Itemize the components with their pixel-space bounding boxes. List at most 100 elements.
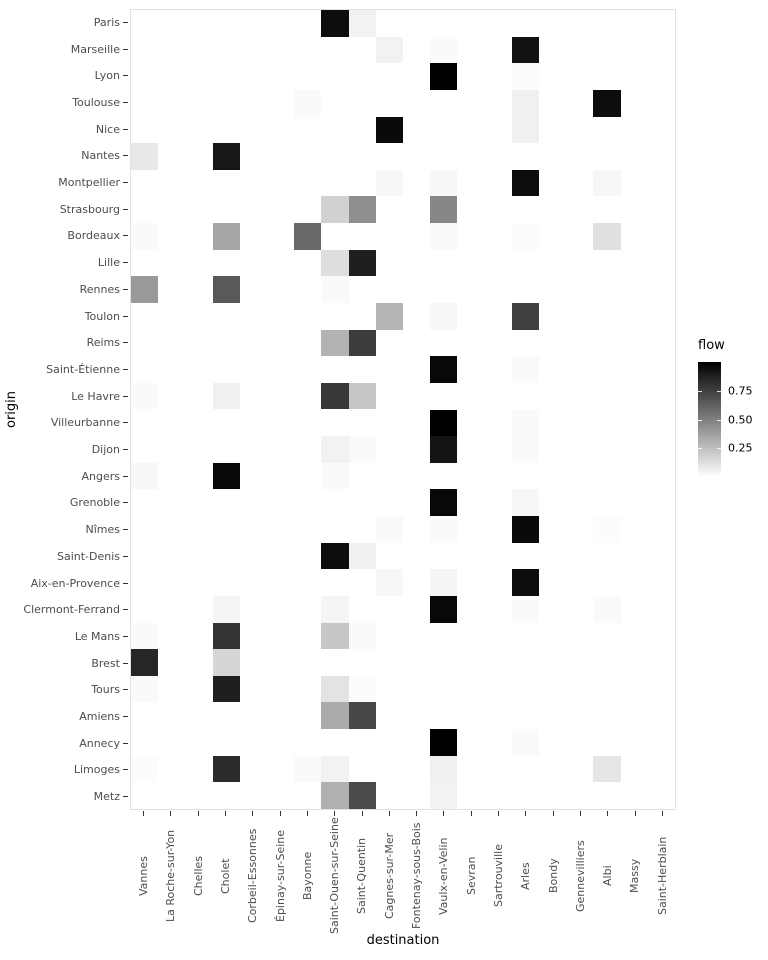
y-axis-tick xyxy=(123,609,128,611)
y-axis-tick xyxy=(123,262,128,264)
heatmap-cell xyxy=(212,595,240,623)
heatmap-cell xyxy=(321,276,349,303)
x-axis-tick xyxy=(498,811,500,816)
heatmap-cell xyxy=(321,249,349,277)
heatmap-cell xyxy=(212,382,240,410)
y-axis-tick xyxy=(123,475,128,477)
y-axis-tick xyxy=(123,422,128,424)
heatmap-cell xyxy=(511,436,539,463)
x-axis-label: Sartrouville xyxy=(491,844,505,908)
y-axis-label: Montpellier xyxy=(58,176,120,190)
heatmap-cell xyxy=(348,436,376,463)
x-axis-tick xyxy=(361,811,363,816)
heatmap-cell xyxy=(348,249,376,277)
x-axis-ticks xyxy=(130,811,676,817)
y-axis-label: Lyon xyxy=(94,69,120,83)
heatmap-cell xyxy=(430,436,458,463)
y-axis-label: Brest xyxy=(91,656,120,670)
heatmap-cell xyxy=(294,755,322,783)
legend-tick-mark xyxy=(717,448,721,450)
y-axis-tick xyxy=(123,555,128,557)
y-axis-labels: Paris Marseille Lyon Toulouse Nice Nantes Mont… xyxy=(0,9,120,810)
y-axis-label: Villeurbanne xyxy=(50,416,120,430)
y-axis-label: Limoges xyxy=(73,763,120,777)
x-axis-tick xyxy=(279,811,281,816)
heatmap-cell xyxy=(294,223,322,250)
x-axis-label: Massy xyxy=(628,858,642,894)
x-axis-tick xyxy=(661,811,663,816)
heatmap-cell xyxy=(593,755,621,783)
heatmap-cell xyxy=(294,89,322,117)
y-axis-tick xyxy=(123,182,128,184)
x-axis-tick xyxy=(197,811,199,816)
heatmap-cell xyxy=(348,675,376,703)
heatmap-cell xyxy=(375,169,403,197)
heatmap-cell xyxy=(131,649,159,676)
heatmap-cell xyxy=(430,569,458,596)
y-axis-label: Le Havre xyxy=(71,389,120,403)
heatmap-cell xyxy=(131,223,159,250)
heatmap-cell xyxy=(321,675,349,703)
heatmap-cell xyxy=(430,36,458,64)
y-axis-tick xyxy=(123,101,128,103)
heatmap-cell xyxy=(321,595,349,623)
heatmap-cell xyxy=(321,329,349,357)
y-axis-label: Le Mans xyxy=(74,629,120,643)
legend-tick-label: 0.75 xyxy=(728,384,753,398)
x-axis-label: Bondy xyxy=(546,858,560,894)
y-axis-tick xyxy=(123,315,128,317)
y-axis-label: Tours xyxy=(91,683,120,697)
legend-tick-mark xyxy=(717,390,721,392)
y-axis-label: Rennes xyxy=(79,282,120,296)
x-axis-label: Bayonne xyxy=(300,851,314,901)
heatmap-cell xyxy=(593,223,621,250)
heatmap-cell xyxy=(348,782,376,809)
x-axis-tick xyxy=(334,811,336,816)
heatmap-cell xyxy=(212,675,240,703)
x-axis-tick xyxy=(416,811,418,816)
heatmap-cell xyxy=(321,10,349,37)
x-axis-tick xyxy=(388,811,390,816)
heatmap-cell xyxy=(375,116,403,144)
heatmap-cell xyxy=(511,223,539,250)
legend-tick-mark xyxy=(698,390,702,392)
x-axis-tick xyxy=(470,811,472,816)
heatmap-cell xyxy=(430,755,458,783)
y-axis-label: Paris xyxy=(93,15,120,29)
heatmap-cell xyxy=(430,302,458,330)
heatmap-cell xyxy=(321,382,349,410)
heatmap-cell xyxy=(212,622,240,650)
heatmap-cell xyxy=(348,329,376,357)
y-axis-tick xyxy=(123,342,128,344)
y-axis-ticks xyxy=(123,9,129,810)
x-axis-label: Vannes xyxy=(137,856,150,896)
x-axis-label: Albi xyxy=(601,865,615,887)
y-axis-label: Nantes xyxy=(81,149,120,163)
heatmap-cell xyxy=(321,436,349,463)
x-axis-tick xyxy=(607,811,609,816)
heatmap-cell xyxy=(430,595,458,623)
heatmap-cell xyxy=(511,729,539,756)
heatmap-cell xyxy=(375,36,403,64)
y-axis-tick xyxy=(123,796,128,798)
y-axis-label: Clermont-Ferrand xyxy=(23,603,120,617)
heatmap-cell xyxy=(131,382,159,410)
y-axis-label: Reims xyxy=(86,336,120,350)
heatmap-cell xyxy=(430,729,458,756)
y-axis-label: Metz xyxy=(93,790,120,804)
y-axis-tick xyxy=(123,635,128,637)
x-axis-title: destination xyxy=(366,933,440,948)
x-axis-label: Saint-Herblain xyxy=(655,836,669,916)
heatmap-cell xyxy=(321,462,349,490)
heatmap-cell xyxy=(348,10,376,37)
x-axis-tick xyxy=(634,811,636,816)
y-axis-tick xyxy=(123,689,128,691)
heatmap-cell xyxy=(511,116,539,144)
y-axis-label: Marseille xyxy=(70,42,120,56)
x-axis-tick xyxy=(252,811,254,816)
heatmap-cell xyxy=(321,755,349,783)
y-axis-tick xyxy=(123,368,128,370)
heatmap-cell xyxy=(348,622,376,650)
x-axis-tick xyxy=(225,811,227,816)
